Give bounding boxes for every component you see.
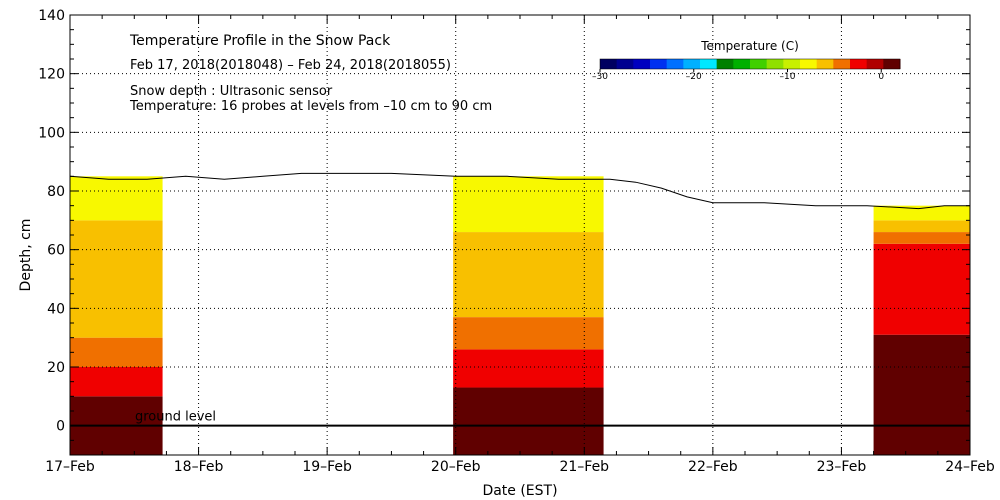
grid-lines — [70, 15, 970, 455]
y-tick-label-3: 60 — [47, 243, 65, 259]
x-tick-label-5: 22–Feb — [688, 459, 738, 475]
colorbar-swatch-6 — [700, 59, 718, 69]
x-tick-label-2: 19–Feb — [302, 459, 352, 475]
ground-level-label: ground level — [135, 410, 216, 425]
x-tick-label-3: 20–Feb — [431, 459, 481, 475]
colorbar-border — [599, 58, 901, 70]
colorbar-swatch-4 — [666, 59, 684, 69]
x-tick-label-4: 21–Feb — [559, 459, 609, 475]
y-tick-label-6: 120 — [38, 67, 65, 83]
chart-subtitle: Feb 17, 2018(2018048) – Feb 24, 2018(201… — [130, 58, 451, 73]
x-tick-label-1: 18–Feb — [174, 459, 224, 475]
temperature-band-2-4 — [873, 205, 970, 221]
colorbar: Temperature (C) –30 –20 –10 0 — [592, 39, 901, 82]
colorbar-tick-label-3: 0 — [878, 72, 884, 82]
note-snow-depth: Snow depth : Ultrasonic sensor — [130, 84, 333, 99]
colorbar-swatch-9 — [750, 59, 768, 69]
y-tick-label-2: 40 — [47, 301, 65, 317]
colorbar-swatch-2 — [633, 59, 651, 69]
colorbar-swatch-7 — [716, 59, 734, 69]
x-axis-label: Date (EST) — [482, 483, 557, 499]
colorbar-swatch-0 — [600, 59, 618, 69]
y-tick-label-5: 100 — [38, 125, 65, 141]
x-tick-label-7: 24–Feb — [945, 459, 995, 475]
colorbar-tick-label-1: –20 — [686, 72, 702, 82]
temperature-band-1-4 — [453, 176, 604, 233]
temperature-band-2-0 — [873, 334, 970, 455]
colorbar-swatch-5 — [683, 59, 701, 69]
temperature-band-2-3 — [873, 220, 970, 233]
x-tick-label-0: 17–Feb — [45, 459, 95, 475]
x-axis: 17–Feb 18–Feb 19–Feb 20–Feb 21–Feb 22–Feb 23–F… — [45, 15, 995, 475]
colorbar-swatch-15 — [850, 59, 868, 69]
colorbar-swatch-10 — [766, 59, 784, 69]
colorbar-title: Temperature (C) — [700, 39, 799, 53]
y-tick-label-4: 80 — [47, 184, 65, 200]
colorbar-swatch-14 — [833, 59, 851, 69]
y-axis-label: Depth, cm — [18, 219, 34, 292]
temperature-band-0-3 — [70, 220, 163, 338]
chart-title: Temperature Profile in the Snow Pack — [129, 33, 391, 49]
colorbar-swatch-16 — [866, 59, 884, 69]
snow-depth-series — [69, 172, 970, 210]
temperature-band-1-1 — [453, 349, 604, 388]
temperature-band-2-2 — [873, 232, 970, 244]
ground-level: ground level — [70, 410, 970, 427]
colorbar-swatch-17 — [883, 59, 901, 69]
x-tick-label-6: 23–Feb — [817, 459, 867, 475]
y-tick-label-7: 140 — [38, 8, 65, 24]
temperature-band-1-3 — [453, 232, 604, 318]
colorbar-swatch-11 — [783, 59, 801, 69]
temperature-band-0-4 — [70, 176, 163, 221]
colorbar-tick-label-2: –10 — [780, 72, 796, 82]
snow-depth-line — [69, 172, 970, 210]
temperature-band-0-2 — [70, 337, 163, 367]
temperature-segments — [70, 176, 970, 455]
note-temperature: Temperature: 16 probes at levels from –1… — [129, 99, 492, 114]
colorbar-swatch-1 — [616, 59, 634, 69]
y-tick-label-0: 0 — [56, 419, 65, 435]
temperature-band-2-1 — [873, 243, 970, 335]
temperature-band-1-2 — [453, 317, 604, 350]
colorbar-swatch-8 — [733, 59, 751, 69]
temperature-band-1-0 — [453, 387, 604, 455]
colorbar-swatch-3 — [650, 59, 668, 69]
y-axis: 0 20 40 60 80 100 120 140 — [38, 8, 970, 456]
temperature-band-0-1 — [70, 367, 163, 397]
colorbar-swatch-13 — [816, 59, 834, 69]
colorbar-swatch-12 — [800, 59, 818, 69]
y-tick-label-1: 20 — [47, 360, 65, 376]
colorbar-tick-label-0: –30 — [592, 72, 608, 82]
